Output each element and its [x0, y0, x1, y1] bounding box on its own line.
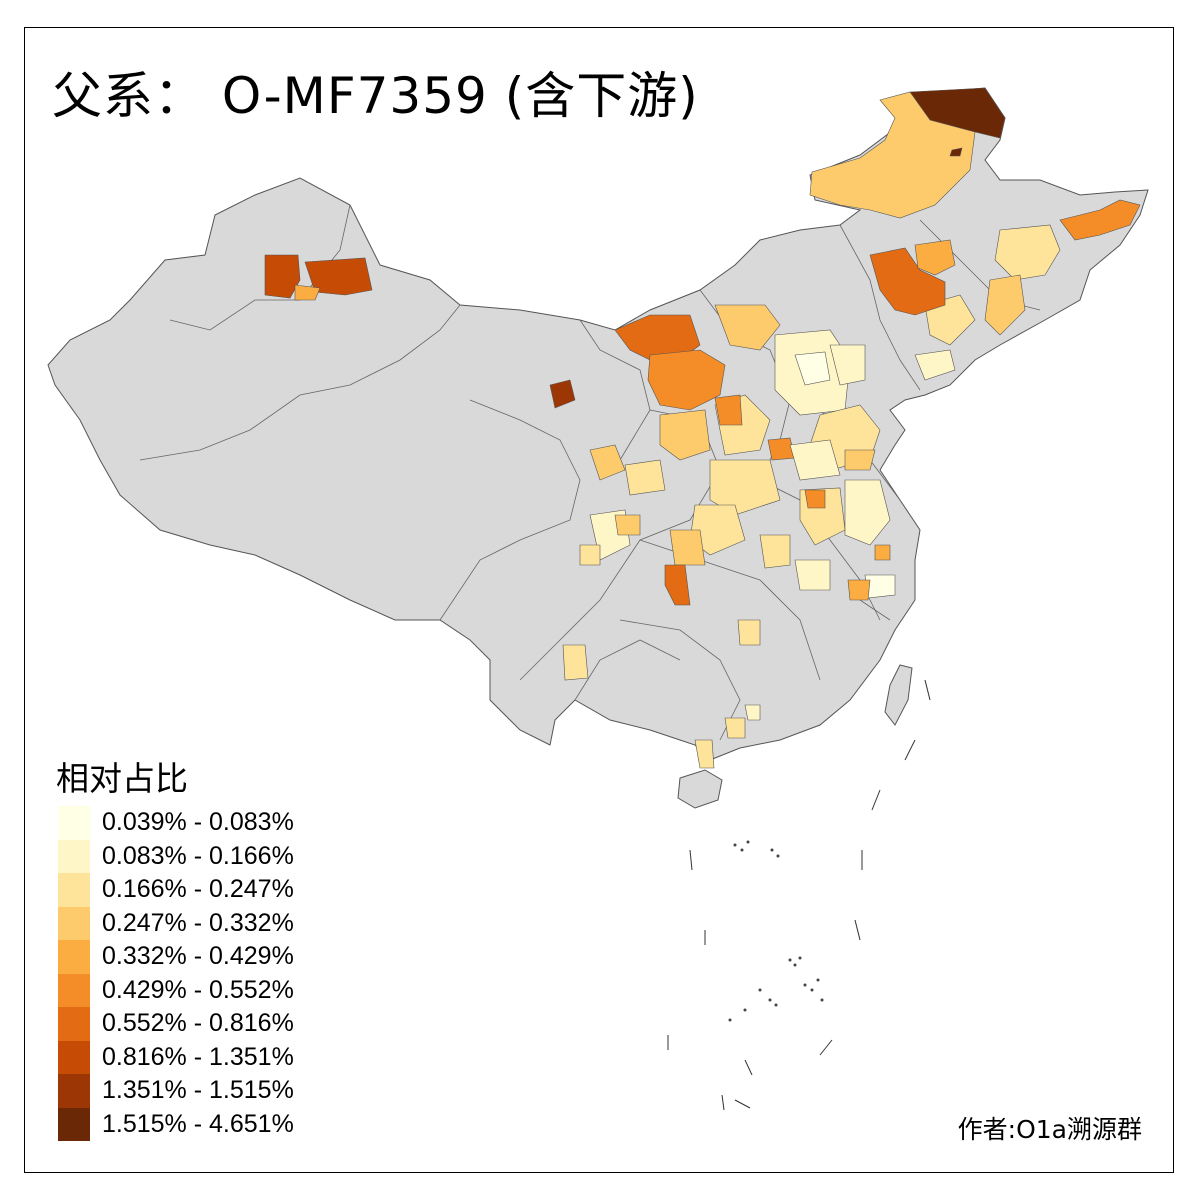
legend-item: 0.166% - 0.247% [58, 873, 294, 907]
legend-swatch [58, 1107, 90, 1141]
region-chongqing [664, 564, 691, 606]
legend-label: 0.166% - 0.247% [102, 875, 294, 904]
region-chifeng [914, 239, 956, 276]
region-gansu-dark [549, 379, 576, 409]
region-shaanxi-2 [709, 459, 781, 516]
region-gansu-se2 [624, 459, 666, 496]
region-hubei-2 [669, 529, 706, 566]
region-heilongjiang-mid [994, 224, 1061, 281]
legend-swatch [58, 973, 90, 1007]
highlighted-regions [264, 87, 1141, 769]
legend-swatch [58, 940, 90, 974]
region-sichuan-2 [614, 514, 641, 536]
legend-label: 0.247% - 0.332% [102, 908, 294, 937]
region-hebei-3 [829, 344, 866, 386]
region-heilongjiang-east [1059, 199, 1141, 241]
region-jilin [984, 274, 1026, 336]
legend-item: 0.552% - 0.816% [58, 1007, 294, 1041]
legend-item: 0.816% - 1.351% [58, 1040, 294, 1074]
legend-swatch [58, 873, 90, 907]
island-dots [728, 840, 824, 1022]
region-jiangxi [794, 559, 831, 591]
region-shanxi-dark [714, 394, 743, 426]
region-ordos [647, 349, 726, 411]
region-fujian-orange [847, 579, 871, 601]
legend-label: 0.429% - 0.552% [102, 975, 294, 1004]
region-sichuan-3 [579, 544, 601, 566]
region-henan [789, 439, 841, 481]
legend-swatch [58, 1007, 90, 1041]
region-hulunbuir [809, 91, 976, 219]
map-title: 父系： O-MF7359 (含下游) [52, 67, 699, 125]
legend-swatch [58, 806, 90, 840]
legend-item: 0.039% - 0.083% [58, 806, 294, 840]
legend-item: 0.247% - 0.332% [58, 906, 294, 940]
region-hebei-2 [794, 351, 831, 386]
region-baotou [714, 304, 781, 351]
region-guangdong-2 [744, 704, 761, 721]
legend-label: 0.039% - 0.083% [102, 808, 294, 837]
legend-item: 1.515% - 4.651% [58, 1107, 294, 1141]
region-liaoning-2 [914, 349, 956, 381]
region-anhui-orange [804, 489, 826, 509]
region-tongliao [869, 247, 946, 316]
region-jiangsu-small [874, 544, 891, 561]
legend-label: 0.816% - 1.351% [102, 1042, 294, 1071]
legend-label: 0.552% - 0.816% [102, 1009, 294, 1038]
region-gansu-se [589, 444, 626, 481]
taiwan-island [884, 664, 913, 726]
region-guizhou [737, 619, 761, 646]
legend-item: 0.332% - 0.429% [58, 940, 294, 974]
region-shaanxi [659, 409, 711, 461]
author-credit: 作者:O1a溯源群 [957, 1115, 1142, 1144]
region-karamay [294, 284, 321, 301]
legend-label: 0.332% - 0.429% [102, 942, 294, 971]
legend-item: 1.351% - 1.515% [58, 1074, 294, 1108]
region-jiangsu [844, 479, 891, 546]
region-guangdong [724, 717, 746, 739]
legend-label: 0.083% - 0.166% [102, 841, 294, 870]
legend: 0.039% - 0.083% 0.083% - 0.166% 0.166% -… [58, 806, 294, 1141]
region-hunan-small [759, 534, 791, 569]
region-small-dark [949, 147, 963, 157]
legend-label: 1.515% - 4.651% [102, 1109, 294, 1138]
hainan-island [677, 769, 723, 809]
south-sea-islands [667, 679, 931, 1111]
map-frame [24, 27, 1174, 1173]
legend-swatch [58, 1074, 90, 1108]
legend-item: 0.083% - 0.166% [58, 839, 294, 873]
region-guangxi [694, 739, 715, 769]
legend-swatch [58, 1040, 90, 1074]
legend-swatch [58, 906, 90, 940]
legend-swatch [58, 839, 90, 873]
legend-item: 0.429% - 0.552% [58, 973, 294, 1007]
legend-title: 相对占比 [56, 759, 188, 798]
region-yunnan [562, 644, 589, 681]
legend-label: 1.351% - 1.515% [102, 1076, 294, 1105]
mainland-china [47, 87, 1149, 761]
region-shandong-2 [844, 449, 876, 471]
